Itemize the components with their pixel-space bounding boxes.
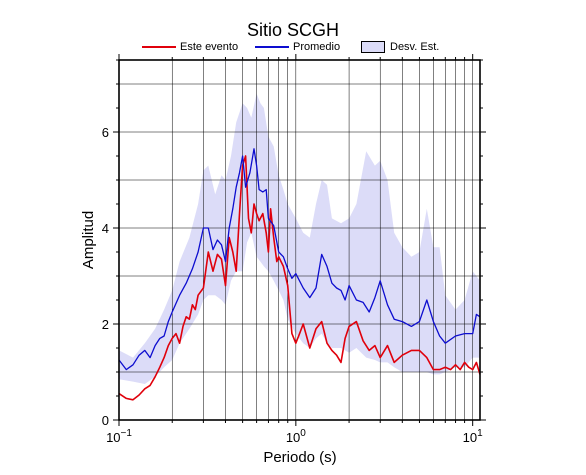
legend-swatch-band [361,41,385,53]
legend-item-event: Este evento [142,41,238,53]
std-dev-band [119,93,480,384]
x-tick-label: 101 [463,428,483,445]
legend-label-band: Desv. Est. [390,41,440,53]
x-tick-base: 10 [106,430,120,445]
chart-title: Sitio SCGH [246,20,340,40]
x-tick-base: 10 [463,430,477,445]
x-tick-label: 10−1 [106,428,132,445]
x-tick-exponent: 1 [477,428,483,439]
x-tick-exponent: 0 [300,428,306,439]
legend-label-mean: Promedio [293,41,341,53]
x-tick-exponent: −1 [121,428,133,439]
y-tick-label: 6 [102,125,109,140]
legend-swatch-event [142,46,176,48]
plot-frame [118,59,481,421]
legend-item-mean: Promedio [255,41,340,53]
y-tick-label: 2 [102,317,109,332]
chart-legend: Este evento Promedio Desv. Est. [0,41,586,55]
x-tick-label: 100 [286,428,306,445]
legend-swatch-mean [255,46,289,48]
y-axis-label: Amplitud [80,211,97,269]
legend-item-band: Desv. Est. [361,41,439,53]
x-tick-base: 10 [286,430,300,445]
mean-line [118,148,481,371]
x-axis-label: Periodo (s) [263,449,336,466]
y-tick-label: 4 [102,221,109,236]
y-tick-label: 0 [102,413,109,428]
legend-label-event: Este evento [180,41,239,53]
